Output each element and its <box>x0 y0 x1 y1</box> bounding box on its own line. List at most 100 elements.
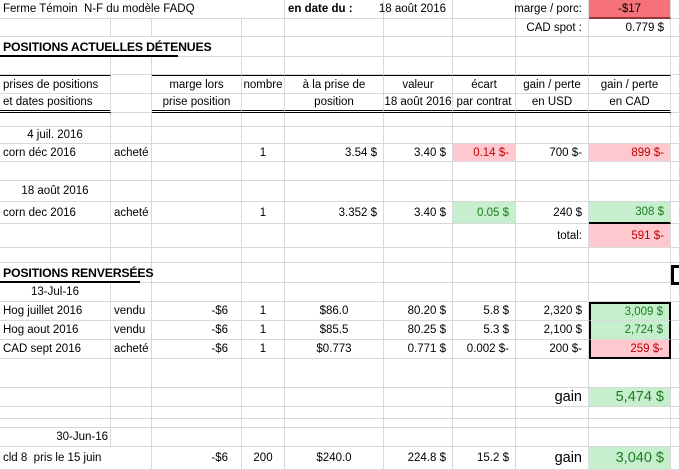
cell[interactable] <box>589 283 671 302</box>
cell[interactable] <box>384 113 453 127</box>
cell[interactable] <box>285 127 384 144</box>
cell[interactable] <box>242 181 285 202</box>
cell[interactable] <box>152 263 242 283</box>
cell[interactable] <box>516 127 589 144</box>
position-side[interactable]: vendu <box>111 321 152 340</box>
cell[interactable] <box>285 428 384 447</box>
entry-price[interactable]: 3.352 $ <box>285 202 384 224</box>
cell[interactable] <box>242 19 285 37</box>
date-label[interactable]: 4 juil. 2016 <box>0 127 111 144</box>
cell[interactable] <box>671 359 679 388</box>
cell[interactable] <box>589 181 671 202</box>
position-name[interactable]: Hog aout 2016 <box>0 321 111 340</box>
cell[interactable] <box>152 388 242 407</box>
contracts[interactable]: 1 <box>242 340 285 359</box>
current-value[interactable]: 3.40 $ <box>384 144 453 162</box>
cell[interactable] <box>111 359 152 388</box>
position-name[interactable]: corn déc 2016 <box>0 144 111 162</box>
cell[interactable] <box>285 19 384 37</box>
cell[interactable] <box>242 283 285 302</box>
cell[interactable] <box>671 447 679 470</box>
gain-usd[interactable]: 700 $- <box>516 144 589 162</box>
cell[interactable] <box>285 162 384 181</box>
colhead-nombre[interactable]: nombre <box>242 75 285 94</box>
cell[interactable] <box>453 37 516 57</box>
cell[interactable] <box>453 388 516 407</box>
cad-spot-value[interactable]: 0.779 $ <box>589 19 671 37</box>
cell[interactable] <box>152 359 242 388</box>
cell[interactable] <box>589 162 671 181</box>
gain-usd[interactable]: 200 $- <box>516 340 589 359</box>
cell[interactable] <box>285 37 384 57</box>
cell[interactable] <box>0 162 111 181</box>
cell[interactable] <box>285 263 384 283</box>
gain-cad[interactable]: 2,724 $ <box>589 321 671 340</box>
cell[interactable] <box>671 419 679 428</box>
cell[interactable] <box>516 37 589 57</box>
contracts[interactable]: 1 <box>242 144 285 162</box>
colhead-prise[interactable]: à la prise de <box>285 75 384 94</box>
cell[interactable] <box>242 419 285 428</box>
cell[interactable] <box>242 359 285 388</box>
gain-total-cld[interactable]: 3,040 $ <box>589 447 671 470</box>
cell[interactable] <box>589 127 671 144</box>
marge-lors-prise[interactable]: -$6 <box>152 302 242 321</box>
cell[interactable] <box>111 407 152 419</box>
cell[interactable] <box>152 407 242 419</box>
gain-label[interactable]: gain <box>516 447 589 470</box>
cell[interactable] <box>516 263 589 283</box>
cell[interactable] <box>384 248 453 263</box>
colhead-gain-cad-2[interactable]: en CAD <box>589 94 671 113</box>
cell[interactable] <box>671 407 679 419</box>
cell[interactable] <box>516 113 589 127</box>
position-side[interactable]: acheté <box>111 144 152 162</box>
cell[interactable] <box>453 57 516 75</box>
cell[interactable] <box>671 113 679 127</box>
cell[interactable] <box>285 359 384 388</box>
cell[interactable] <box>111 57 152 75</box>
gain-cad[interactable]: 308 $ <box>589 202 671 224</box>
cell[interactable] <box>285 419 384 428</box>
cell[interactable] <box>242 127 285 144</box>
cell[interactable] <box>152 181 242 202</box>
cell[interactable] <box>384 57 453 75</box>
cell[interactable] <box>671 248 679 263</box>
cell[interactable] <box>671 181 679 202</box>
colhead-valeur-2[interactable]: 18 août 2016 <box>384 94 453 113</box>
cell[interactable] <box>242 57 285 75</box>
cell[interactable] <box>0 388 111 407</box>
colhead-marge-2[interactable]: prise position <box>152 94 242 113</box>
contracts[interactable]: 1 <box>242 302 285 321</box>
cell[interactable] <box>242 94 285 113</box>
position-name[interactable]: corn dec 2016 <box>0 202 111 224</box>
cell[interactable] <box>516 181 589 202</box>
cell[interactable] <box>516 283 589 302</box>
cell[interactable] <box>516 407 589 419</box>
position-name[interactable]: cld 8 pris le 15 juin <box>0 447 152 470</box>
cell[interactable] <box>152 144 242 162</box>
cell[interactable] <box>152 113 242 127</box>
entry-price[interactable]: 3.54 $ <box>285 144 384 162</box>
total-value[interactable]: 591 $- <box>589 224 671 248</box>
cell[interactable] <box>111 428 152 447</box>
gain-usd[interactable]: 240 $ <box>516 202 589 224</box>
cell[interactable] <box>671 224 679 248</box>
cell[interactable] <box>242 113 285 127</box>
cell[interactable] <box>242 388 285 407</box>
total-label[interactable]: total: <box>516 224 589 248</box>
colhead-gain-usd[interactable]: gain / perte <box>516 75 589 94</box>
cell[interactable] <box>589 359 671 388</box>
cell[interactable] <box>111 248 152 263</box>
current-value[interactable]: 80.25 $ <box>384 321 453 340</box>
cell[interactable] <box>589 407 671 419</box>
gain-cad[interactable]: 259 $- <box>589 340 671 359</box>
colhead-ecart[interactable]: écart <box>453 75 516 94</box>
cell[interactable] <box>152 202 242 224</box>
cell[interactable] <box>242 248 285 263</box>
cell[interactable] <box>384 428 453 447</box>
cell[interactable] <box>384 419 453 428</box>
cell[interactable] <box>0 248 111 263</box>
as-of-label[interactable]: en date du : <box>285 0 384 19</box>
entry-price[interactable]: $0.773 <box>285 340 384 359</box>
cell[interactable] <box>384 224 453 248</box>
